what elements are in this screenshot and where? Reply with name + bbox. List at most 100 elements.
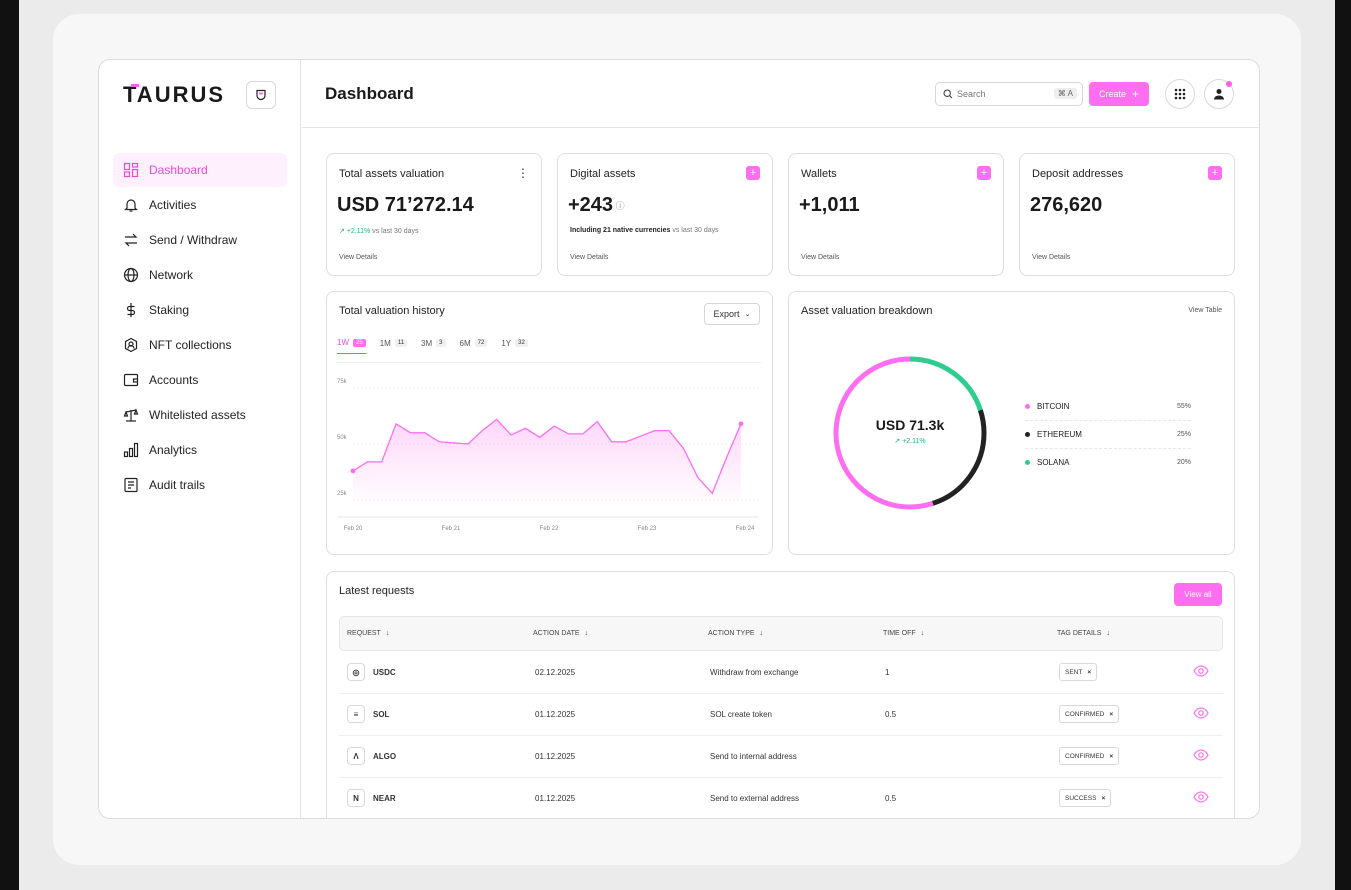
col-action-date[interactable]: ACTION DATE ↓ [533, 630, 588, 637]
table-row[interactable]: N NEAR 01.12.2025 Send to external address 0… [339, 778, 1223, 818]
tab-count: 25 [353, 338, 366, 347]
col-tag-details[interactable]: TAG DETAILS ↓ [1057, 630, 1110, 637]
near-icon: N [347, 789, 365, 807]
tab-1w[interactable]: 1W 25 [337, 338, 366, 354]
search-input[interactable] [957, 89, 1047, 99]
transfer-icon [122, 231, 140, 249]
sidebar-item-dashboard[interactable]: Dashboard [113, 153, 287, 187]
series-line [352, 418, 742, 495]
add-deposit-address-button[interactable]: + [1208, 166, 1222, 180]
total-assets-card: Total assets valuation ⋮ USD 71’272.14 ↗… [326, 153, 542, 276]
view-details-link[interactable]: View Details [801, 254, 840, 261]
action-date: 01.12.2025 [535, 752, 576, 761]
tab-1y[interactable]: 1Y 32 [501, 338, 528, 354]
table-row[interactable]: ◎ USDC 02.12.2025 Withdraw from exchange 1 SE… [339, 652, 1223, 694]
top-header: Dashboard ⌘ A Create + [302, 60, 1259, 128]
sidebar-item-nft-collections[interactable]: NFT collections [113, 328, 287, 362]
time-off: 0.5 [885, 794, 897, 803]
x-tick-label: Feb 21 [442, 526, 461, 532]
view-all-button[interactable]: View all [1174, 583, 1222, 606]
sidebar-item-analytics[interactable]: Analytics [113, 433, 287, 467]
action-date: 01.12.2025 [535, 710, 576, 719]
tab-1m[interactable]: 1M 11 [380, 338, 408, 354]
page-title: Dashboard [325, 84, 414, 103]
sidebar-item-activities[interactable]: Activities [113, 188, 287, 222]
request-asset: Λ ALGO [347, 747, 396, 765]
brand-logo: TAURUS [123, 82, 226, 107]
nft-badge-icon [122, 336, 140, 354]
wallets-card: Wallets + +1,011 View Details [788, 153, 1004, 276]
remove-tag-icon[interactable]: × [1109, 752, 1114, 760]
sidebar-item-staking[interactable]: Staking [113, 293, 287, 327]
action-date: 02.12.2025 [535, 668, 576, 677]
sol-icon: ≡ [347, 705, 365, 723]
asset-breakdown-panel: Asset valuation breakdown View Table USD… [788, 291, 1235, 555]
request-asset: N NEAR [347, 789, 396, 807]
view-details-link[interactable]: View Details [570, 254, 609, 261]
sidebar-item-send-withdraw[interactable]: Send / Withdraw [113, 223, 287, 257]
tab-6m[interactable]: 6M 72 [460, 338, 488, 354]
sidebar-item-network[interactable]: Network [113, 258, 287, 292]
user-avatar-button[interactable] [1204, 79, 1234, 109]
tab-label: 1Y [501, 338, 512, 348]
tag-chip: CONFIRMED × [1059, 747, 1120, 765]
column-label: REQUEST [347, 630, 381, 637]
add-wallet-button[interactable]: + [977, 166, 991, 180]
legend-label: BITCOIN [1037, 402, 1070, 411]
action-type: Send to internal address [710, 752, 797, 761]
card-value: 276,620 [1030, 194, 1103, 216]
export-dropdown[interactable]: Export ⌄ [704, 303, 760, 325]
donut-slice-bitcoin [833, 356, 987, 510]
search-shortcut: ⌘ A [1053, 88, 1077, 99]
sidebar-item-audit-trails[interactable]: Audit trails [113, 468, 287, 502]
create-button[interactable]: Create + [1089, 82, 1149, 106]
remove-tag-icon[interactable]: × [1087, 668, 1092, 676]
more-options-icon[interactable]: ⋮ [517, 166, 529, 180]
apps-button[interactable] [1165, 79, 1195, 109]
table-row[interactable]: ≡ SOL 01.12.2025 SOL create token 0.5 CONFIRM… [339, 694, 1223, 736]
sidebar: TAURUS Dashboard Activities Send / Withd… [99, 60, 301, 818]
y-tick-label: 25k [337, 491, 348, 497]
legend-divider [1025, 420, 1191, 421]
legend-percent: 55% [1176, 403, 1191, 410]
sidebar-item-label: Send / Withdraw [149, 233, 238, 247]
trend-up-icon: ↗ [894, 438, 901, 445]
col-request[interactable]: REQUEST ↓ [347, 630, 389, 637]
remove-tag-icon[interactable]: × [1101, 794, 1106, 802]
sidebar-item-label: Network [149, 268, 194, 282]
eye-icon[interactable] [1193, 665, 1209, 677]
add-digital-asset-button[interactable]: + [746, 166, 760, 180]
tag-label: SENT [1065, 668, 1083, 676]
table-row[interactable]: Λ ALGO 01.12.2025 Send to internal address C… [339, 736, 1223, 778]
col-time-off[interactable]: TIME OFF ↓ [883, 630, 924, 637]
remove-tag-icon[interactable]: × [1109, 710, 1114, 718]
info-icon: ⓘ [613, 201, 625, 212]
col-action-type[interactable]: ACTION TYPE ↓ [708, 630, 763, 637]
legend-percent: 25% [1176, 431, 1191, 438]
search-box[interactable]: ⌘ A [935, 82, 1083, 106]
column-label: ACTION DATE [533, 630, 580, 637]
column-label: ACTION TYPE [708, 630, 755, 637]
legend-item: SOLANA 20% [1025, 458, 1191, 467]
view-details-link[interactable]: View Details [1032, 254, 1071, 261]
sidebar-nav: Dashboard Activities Send / Withdraw Net… [113, 153, 287, 503]
tag-label: SUCCESS [1065, 794, 1097, 802]
eye-icon[interactable] [1193, 707, 1209, 719]
collapse-sidebar-button[interactable] [246, 81, 276, 109]
eye-icon[interactable] [1193, 749, 1209, 761]
change-note: vs last 30 days [672, 227, 719, 234]
tag-chip: SUCCESS × [1059, 789, 1112, 807]
area-fill [353, 419, 741, 500]
data-point-end [738, 421, 744, 427]
sidebar-item-label: Audit trails [149, 478, 206, 492]
valuation-history-panel: Total valuation history Export ⌄ 1W 25 1M… [326, 291, 773, 555]
card-title: Digital assets [570, 168, 636, 180]
sidebar-item-accounts[interactable]: Accounts [113, 363, 287, 397]
view-details-link[interactable]: View Details [339, 254, 378, 261]
view-table-link[interactable]: View Table [1188, 307, 1222, 314]
tab-3m[interactable]: 3M 3 [421, 338, 446, 354]
sidebar-item-whitelisted-assets[interactable]: Whitelisted assets [113, 398, 287, 432]
algo-icon: Λ [347, 747, 365, 765]
eye-icon[interactable] [1193, 791, 1209, 803]
trend-up-icon: ↗ [339, 228, 345, 235]
